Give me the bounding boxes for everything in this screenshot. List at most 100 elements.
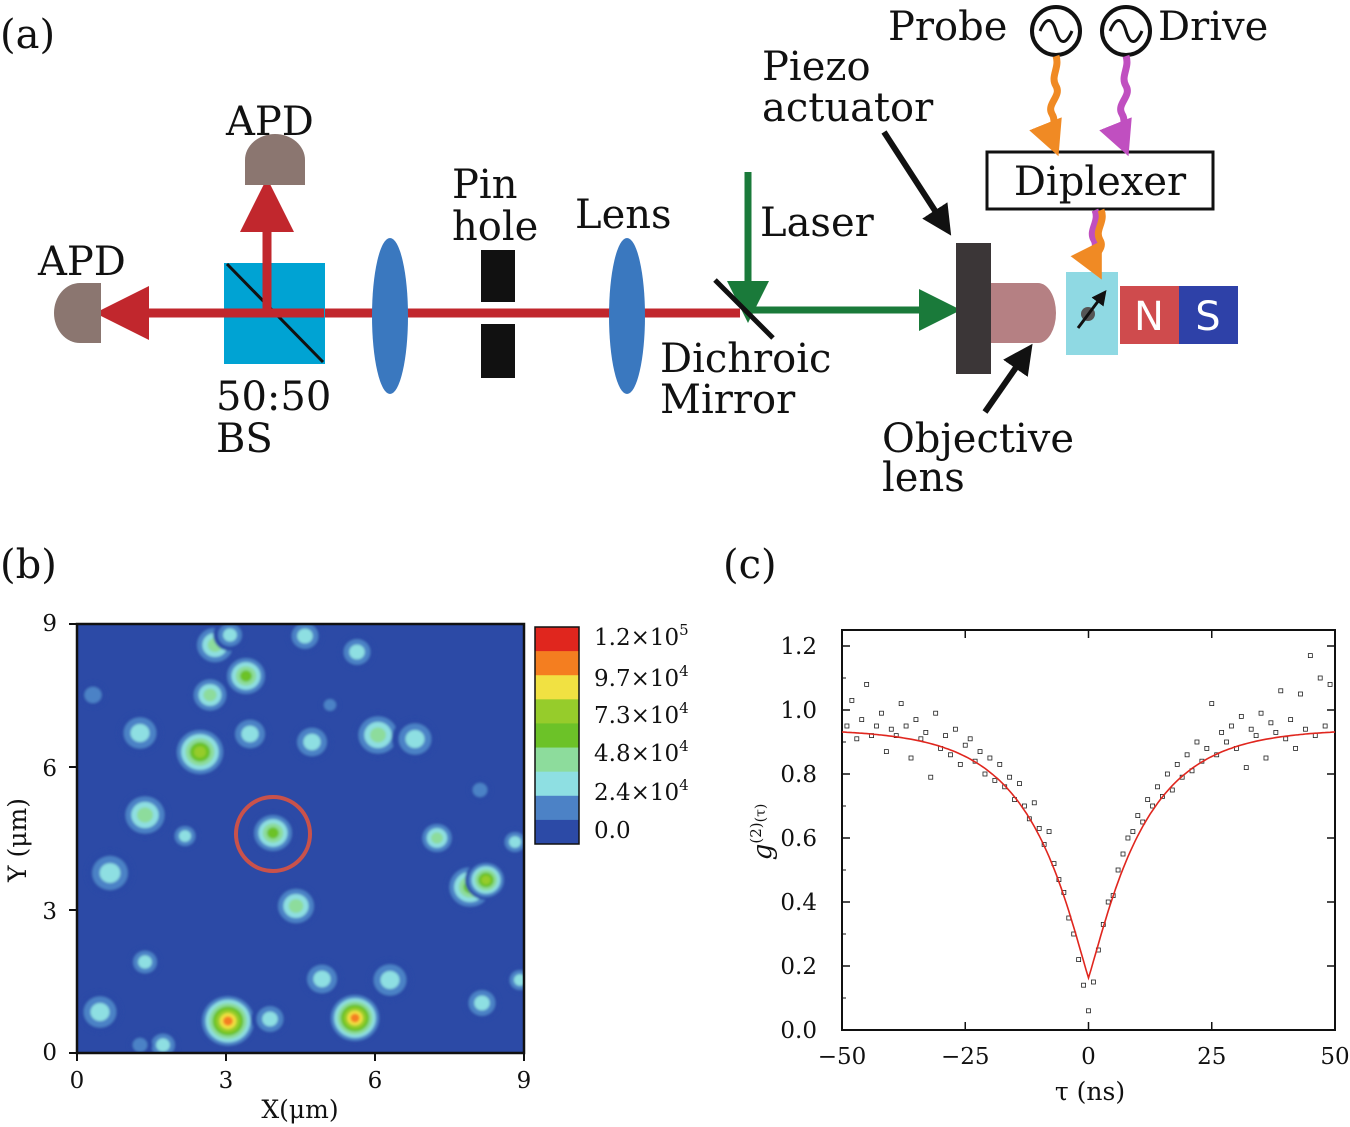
data-point bbox=[1150, 803, 1155, 809]
laser-label: Laser bbox=[760, 200, 875, 246]
data-point bbox=[1184, 752, 1190, 758]
data-point bbox=[1263, 755, 1269, 761]
plot-x-tick-label: 0 bbox=[1081, 1044, 1096, 1070]
colorbar-swatch bbox=[535, 627, 579, 652]
panel-c-label: (c) bbox=[723, 542, 777, 588]
data-point bbox=[908, 755, 914, 761]
svg-text:g(2)(τ): g(2)(τ) bbox=[747, 804, 778, 861]
fluorescence-spot bbox=[262, 1011, 278, 1027]
data-point bbox=[1120, 851, 1126, 857]
map-y-tick: 9 bbox=[42, 611, 57, 637]
data-point bbox=[874, 723, 879, 729]
plot-y-tick-label: 1.2 bbox=[780, 634, 817, 660]
map-x-tick: 3 bbox=[219, 1068, 234, 1094]
fluorescence-spot bbox=[240, 670, 252, 682]
data-point bbox=[982, 771, 988, 777]
combined-wire-probe bbox=[1070, 208, 1106, 280]
pinhole-label-2: hole bbox=[452, 204, 538, 250]
data-point bbox=[879, 710, 884, 716]
data-point bbox=[1268, 720, 1274, 726]
fluorescence-spot bbox=[472, 783, 488, 797]
selected-nv-circle[interactable] bbox=[234, 795, 312, 873]
data-point bbox=[1238, 714, 1244, 719]
lens-2 bbox=[609, 238, 645, 394]
data-point bbox=[1278, 688, 1284, 694]
plot-ticks: −50 −25 0 25 50 0.0 0.2 0.4 0.6 0.8 1.0 1.2 bbox=[780, 630, 1350, 1070]
plot-y-tick-label: 0.2 bbox=[780, 954, 817, 980]
colorbar-swatch bbox=[535, 675, 579, 700]
data-point bbox=[1105, 899, 1111, 905]
piezo-pointer-arrow bbox=[881, 130, 952, 236]
spin-arrow-icon bbox=[1076, 290, 1107, 329]
magnet-south bbox=[1179, 286, 1238, 344]
colorbar-swatch bbox=[535, 699, 579, 724]
probe-wire bbox=[1029, 54, 1062, 157]
data-point bbox=[1031, 800, 1037, 806]
map-y-tick: 6 bbox=[42, 756, 57, 782]
data-point bbox=[1017, 781, 1022, 786]
colorbar-swatch bbox=[535, 747, 579, 773]
apd-left-detector bbox=[54, 283, 101, 343]
fluorescence-spot bbox=[288, 899, 304, 913]
objective-label-2: lens bbox=[882, 455, 965, 501]
data-point bbox=[844, 723, 850, 729]
data-point bbox=[1273, 730, 1279, 735]
data-point bbox=[933, 710, 939, 716]
data-point bbox=[1022, 803, 1027, 809]
objective-pointer-arrow bbox=[982, 343, 1033, 414]
plot-x-tick-label: 25 bbox=[1197, 1044, 1226, 1070]
objective-label-1: Objective bbox=[882, 416, 1074, 462]
data-point bbox=[1091, 979, 1096, 985]
plot-frame bbox=[841, 629, 1336, 1031]
fluorescence-spot bbox=[323, 699, 337, 711]
diplexer-box bbox=[985, 150, 1215, 211]
colorbar-swatch bbox=[535, 771, 579, 797]
fluorescence-spot bbox=[508, 836, 522, 848]
plot-y-tick-label: 0.4 bbox=[780, 890, 817, 916]
fluorescence-spot bbox=[267, 827, 279, 839]
colorbar-swatch bbox=[535, 723, 579, 749]
data-point bbox=[1303, 726, 1308, 732]
data-point bbox=[1115, 867, 1121, 873]
data-point bbox=[1046, 829, 1052, 834]
fluorescence-spot bbox=[99, 863, 121, 883]
fluorescence-spot bbox=[430, 832, 444, 844]
fit-curve bbox=[841, 731, 1336, 981]
data-point bbox=[977, 749, 983, 754]
colorbar-swatch bbox=[535, 819, 579, 845]
colorbar-label: 2.4×104 bbox=[594, 776, 689, 806]
colorbar-label: 1.2×105 bbox=[594, 621, 689, 651]
data-point bbox=[1169, 787, 1175, 793]
plot-x-tick-label: −25 bbox=[941, 1044, 990, 1070]
data-point bbox=[1258, 710, 1264, 716]
data-point bbox=[1135, 813, 1141, 818]
colorbar-swatch bbox=[535, 795, 579, 821]
fluorescence-spot bbox=[513, 974, 524, 986]
fluorescence-spot bbox=[136, 807, 154, 823]
data-point bbox=[987, 755, 993, 761]
colorbar-label: 9.7×104 bbox=[594, 662, 689, 692]
data-point bbox=[1164, 771, 1170, 777]
data-point bbox=[1081, 982, 1086, 988]
fluorescence-spot bbox=[241, 725, 259, 743]
data-point bbox=[1317, 675, 1323, 681]
colorbar-label: 7.3×104 bbox=[594, 699, 689, 729]
dichroic-mirror bbox=[713, 278, 775, 340]
diplexer-label: Diplexer bbox=[1014, 159, 1187, 205]
data-point bbox=[1160, 794, 1165, 799]
data-point bbox=[1248, 726, 1254, 732]
apd-top-label: APD bbox=[225, 99, 314, 145]
data-point bbox=[1204, 746, 1210, 751]
drive-label: Drive bbox=[1158, 4, 1268, 50]
dichroic-label-1: Dichroic bbox=[660, 336, 831, 382]
colorbar-label: 0.0 bbox=[594, 818, 631, 844]
panel-b-confocal-map: (b) 9 6 3 0 0 3 6 9 X(μm) Y (μm) 1.2×105… bbox=[0, 542, 689, 1124]
data-point bbox=[1007, 774, 1013, 780]
data-point bbox=[923, 730, 929, 735]
pinhole-upper bbox=[481, 250, 515, 302]
map-x-tick: 6 bbox=[368, 1068, 383, 1094]
plot-y-tick-label: 1.0 bbox=[780, 698, 817, 724]
piezo-label-2: actuator bbox=[762, 85, 934, 131]
fluorescence-spot bbox=[223, 628, 237, 642]
